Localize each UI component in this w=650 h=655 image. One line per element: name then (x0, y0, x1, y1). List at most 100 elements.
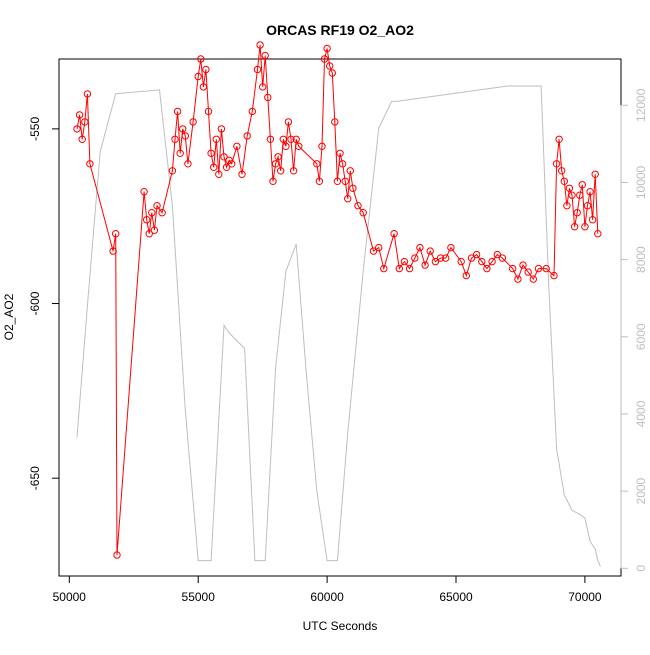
o2-point (576, 191, 584, 199)
o2-point (462, 271, 470, 280)
o2-point (202, 65, 210, 74)
o2-point (181, 132, 190, 140)
o2-point (86, 160, 94, 168)
o2-point (259, 83, 267, 91)
plot-frame (58, 58, 622, 577)
x-axis-label: UTC Seconds (303, 619, 378, 633)
o2-point (586, 188, 594, 196)
o2-point (524, 268, 532, 276)
o2-point (261, 51, 269, 60)
chart-title: ORCAS RF19 O2_AO2 (266, 22, 414, 38)
o2-point (328, 69, 336, 77)
o2-point (447, 243, 455, 252)
o2-point (349, 184, 357, 193)
o2-point (581, 223, 589, 231)
o2-point (78, 135, 86, 144)
o2-point (287, 135, 295, 144)
y2-tick-label: 6000 (634, 323, 648, 350)
o2-point (380, 264, 388, 273)
o2-point (578, 181, 586, 189)
o2-point (488, 257, 496, 266)
y-tick-label: -650 (28, 466, 42, 490)
o2-point (478, 257, 486, 266)
o2-point (570, 223, 579, 231)
y2-tick-label: 10000 (634, 165, 648, 199)
o2-point (292, 135, 300, 144)
o2-point (344, 195, 352, 203)
y2-tick-label: 12000 (634, 88, 648, 122)
o2-point (341, 177, 349, 186)
o2-point (315, 177, 324, 186)
o2-point (509, 264, 517, 273)
o2-point (207, 149, 215, 158)
o2-point (426, 247, 434, 255)
o2-line (76, 44, 599, 556)
altitude-series (76, 85, 601, 567)
o2-point (253, 65, 262, 74)
o2-point (184, 160, 192, 168)
o2-point (583, 202, 592, 210)
o2-point (395, 264, 403, 273)
o2-point (282, 142, 290, 151)
o2-point (405, 264, 414, 273)
o2-point (243, 132, 251, 140)
o2-point (400, 257, 409, 266)
o2-point (558, 167, 566, 175)
o2-point (552, 160, 561, 168)
o2-point (421, 261, 429, 269)
y-tick-label: -550 (28, 117, 42, 141)
o2-point (179, 125, 187, 133)
o2-point (109, 247, 117, 255)
o2-point (375, 243, 383, 252)
o2-point (264, 93, 272, 102)
y2-tick-label: 4000 (634, 400, 648, 427)
o2-point (238, 170, 246, 179)
o2-point (145, 230, 153, 238)
o2-point (274, 153, 282, 161)
o2-point (271, 160, 280, 168)
o2-point (573, 209, 581, 217)
o2-point (594, 230, 602, 238)
o2-point (173, 107, 182, 116)
o2-point (326, 62, 334, 70)
o2-point (442, 254, 450, 262)
o2-point (323, 44, 331, 53)
o2-point (210, 163, 218, 172)
o2-point (113, 551, 121, 559)
o2-point (215, 170, 223, 179)
o2-point (320, 55, 329, 63)
o2-point (153, 202, 161, 210)
o2-point (519, 261, 527, 269)
o2-point (338, 160, 347, 168)
o2-point (436, 254, 445, 262)
x-tick-label: 65000 (439, 590, 473, 604)
o2-point (217, 125, 226, 133)
o2-point (83, 90, 92, 98)
o2-point (150, 226, 159, 234)
o2-point (555, 135, 563, 144)
x-tick-label: 70000 (568, 590, 602, 604)
o2-point (158, 209, 166, 217)
o2-point (171, 135, 179, 144)
o2-point (431, 257, 440, 266)
x-tick-label: 55000 (182, 590, 216, 604)
o2-point (284, 118, 293, 126)
o2-point (498, 254, 507, 262)
o2-point (194, 72, 202, 81)
o2-point (220, 153, 228, 161)
o2-point (143, 216, 151, 224)
o2-point (222, 163, 231, 172)
o2-point (416, 243, 424, 252)
o2-point (550, 271, 558, 280)
o2-point (390, 230, 398, 238)
o2-point (359, 209, 367, 217)
o2-point (565, 184, 574, 193)
o2-point (168, 167, 177, 175)
o2-point (197, 55, 205, 63)
y2-tick-label: 2000 (634, 477, 648, 504)
o2-point (112, 230, 120, 238)
o2-point (212, 135, 221, 144)
o2-point (457, 257, 465, 266)
